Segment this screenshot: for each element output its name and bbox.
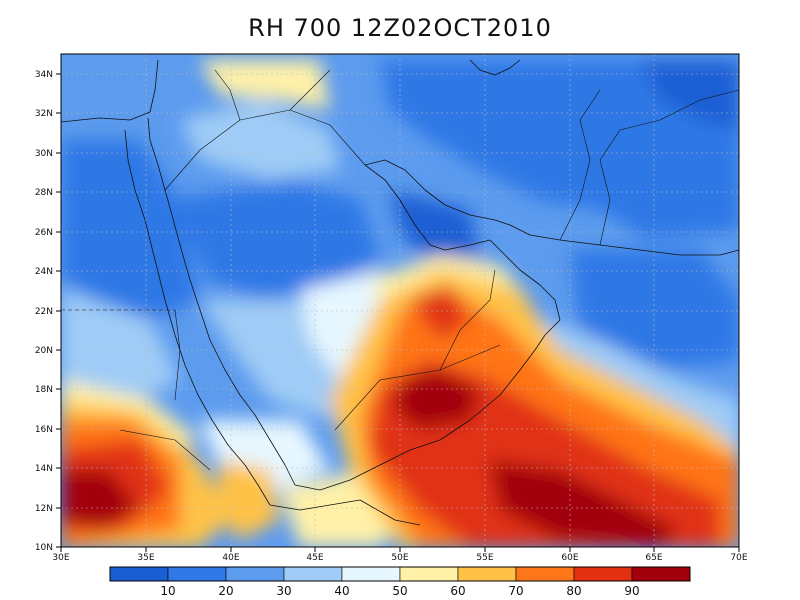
y-tick-label: 32N [35,109,53,119]
field-darkred-yemen [395,370,480,430]
colorbar-label: 30 [276,584,291,598]
map-title: RH 700 12Z02OCT2010 [248,14,552,42]
x-tick-label: 50E [391,553,408,563]
x-tick-label: 60E [561,553,578,563]
colorbar-label: 60 [450,584,465,598]
colorbar-label: 50 [392,584,407,598]
colorbar-boxes [109,566,691,582]
field-darkred-africa [61,470,140,530]
borders [61,69,739,471]
axis-ticks [56,73,740,552]
colorbar-label: 90 [624,584,639,598]
x-tick-labels: 30E 35E 40E 45E 50E 55E 60E 65E 70E [52,553,747,563]
x-tick-label: 65E [645,553,662,563]
colorbar-label: 80 [566,584,581,598]
x-tick-label: 30E [52,553,69,563]
colorbar-box [341,566,401,582]
field-red-oman [410,285,470,340]
colorbar-labels: 10 20 30 40 50 60 70 80 90 [160,584,639,598]
y-tick-label: 22N [35,307,53,317]
field-yellow-syria [200,60,330,110]
colorbar: 10 20 30 40 50 60 70 80 90 [109,566,691,598]
rh-field [61,60,739,547]
y-tick-label: 14N [35,464,53,474]
field-darkred-sea [490,460,680,547]
colorbar-box [573,566,633,582]
y-tick-labels: 10N 12N 14N 16N 18N 20N 22N 24N 26N 28N … [35,70,53,553]
field-dark-blue-levant [61,140,200,320]
field-dark-blue-pakistan [570,250,739,370]
y-tick-label: 10N [35,543,53,553]
y-tick-label: 34N [35,70,53,80]
colorbar-box [225,566,285,582]
x-tick-label: 55E [476,553,493,563]
colorbar-label: 10 [160,584,175,598]
field-dark-blue-gulf [390,190,480,265]
y-tick-label: 20N [35,346,53,356]
colorbar-label: 70 [508,584,523,598]
x-tick-label: 70E [730,553,747,563]
y-tick-label: 18N [35,385,53,395]
colorbar-box [457,566,517,582]
field-dark-blue-arabia [170,180,380,300]
y-tick-label: 12N [35,504,53,514]
x-tick-label: 35E [137,553,154,563]
x-tick-label: 40E [222,553,239,563]
colorbar-box [167,566,227,582]
y-tick-label: 26N [35,228,53,238]
colorbar-box [109,566,169,582]
colorbar-box [515,566,575,582]
y-tick-label: 30N [35,149,53,159]
colorbar-box [399,566,459,582]
field-darkest-blue-north [640,60,739,130]
field-light-blue-iraq [180,100,340,180]
x-tick-label: 45E [306,553,323,563]
plot-area [61,54,739,547]
colorbar-frame [109,566,691,582]
y-tick-label: 24N [35,267,53,277]
grid [61,54,739,547]
colorbar-label: 20 [218,584,233,598]
colorbar-box [283,566,343,582]
colorbar-label: 40 [334,584,349,598]
y-tick-label: 16N [35,425,53,435]
y-tick-label: 28N [35,188,53,198]
colorbar-box [631,566,691,582]
field-light-blue-africa [61,290,180,400]
field-dark-blue-iran [380,60,739,240]
